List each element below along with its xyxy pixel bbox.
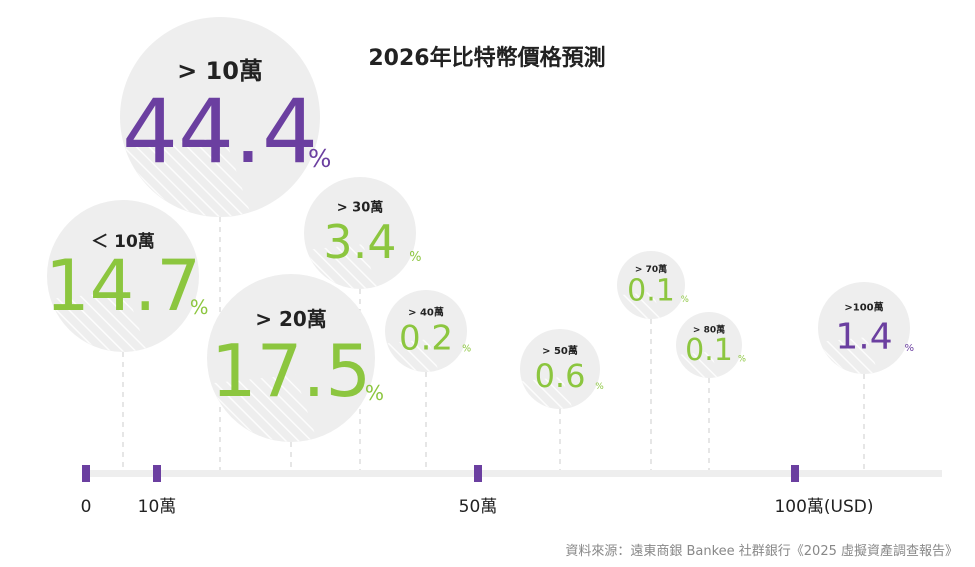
bubble-hatch — [125, 137, 250, 217]
chart-title: 2026年比特幣價格預測 — [368, 45, 605, 71]
bubble-category-label: ＜ 10萬 — [91, 231, 155, 252]
x-axis-tick — [474, 465, 482, 482]
bubble-value-label: 0.1 — [627, 273, 675, 308]
bubble-percent-sign: % — [904, 343, 914, 354]
bubble-hatch — [50, 291, 146, 352]
bubble-percent-sign: % — [365, 381, 384, 405]
bubble-category-label: > 30萬 — [337, 200, 384, 216]
bubble-hatch — [306, 244, 377, 289]
bubble-category-label: > 10萬 — [177, 57, 263, 85]
bubble-percent-sign: % — [462, 344, 471, 355]
bubble-value-label: 3.4 — [323, 215, 396, 269]
bubble-hatch — [211, 374, 317, 442]
x-tick-label-100w: 100萬(USD) — [774, 497, 873, 517]
x-tick-label-0: 0 — [81, 497, 92, 517]
bubble-percent-sign: % — [681, 294, 689, 304]
bubble-hatch — [522, 377, 572, 409]
bubble-value-label: 1.4 — [835, 317, 892, 358]
bubble-hatch — [387, 339, 439, 372]
bubble-hatch — [820, 337, 878, 374]
bubble-category-label: > 70萬 — [635, 263, 667, 275]
bubble-value-label: 0.6 — [535, 357, 586, 395]
bubble-category-label: > 40萬 — [408, 305, 444, 318]
bubble-percent-sign: % — [595, 382, 604, 392]
x-tick-label-10w: 10萬 — [138, 497, 177, 517]
x-axis-tick — [791, 465, 799, 482]
bubble-percent-sign: % — [738, 354, 746, 364]
x-axis-bar — [82, 470, 942, 477]
bubble-percent-sign: % — [190, 296, 209, 319]
x-axis-ticks — [82, 465, 799, 482]
bubble: >100萬 1.4% — [818, 282, 914, 374]
bubble-value-label: 0.1 — [685, 333, 733, 368]
bubble-category-label: > 20萬 — [255, 307, 327, 331]
bubble-category-label: >100萬 — [844, 301, 883, 314]
bubble-value-label: 14.7 — [45, 245, 201, 327]
bubble-value-label: 44.4 — [122, 80, 318, 183]
source-note: 資料來源：遠東商銀 Bankee 社群銀行《2025 虛擬資產調查報告》 — [565, 543, 958, 559]
bubble-percent-sign: % — [308, 144, 331, 173]
bubble-category-label: > 50萬 — [542, 344, 578, 357]
bubble-percent-sign: % — [409, 250, 421, 265]
bubble-value-label: 0.2 — [399, 318, 453, 358]
x-tick-label-50w: 50萬 — [459, 497, 498, 517]
x-axis-tick — [82, 465, 90, 482]
bubble-hatch — [618, 291, 662, 319]
bubble-hatch — [677, 351, 719, 378]
bubble-category-label: > 80萬 — [693, 323, 725, 335]
bubble-value-label: 17.5 — [211, 329, 371, 413]
x-axis-tick — [153, 465, 161, 482]
